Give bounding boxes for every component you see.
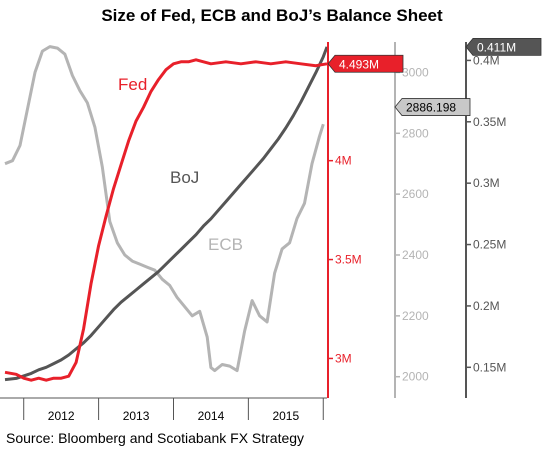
fed-value-badge <box>327 54 404 73</box>
x-tick-label: 2014 <box>198 409 225 423</box>
axis-tick-label-fed: 3M <box>335 351 352 365</box>
axis-tick-label-fed: 4M <box>335 154 352 168</box>
ecb-value-badge-text: 2886.198 <box>406 101 456 115</box>
x-tick-label: 2015 <box>272 409 299 423</box>
axis-tick-label-boj: 0.15M <box>473 360 506 374</box>
axis-tick-label-boj: 0.4M <box>473 53 500 67</box>
series-line-boj <box>4 46 329 382</box>
series-label-boj: BoJ <box>170 168 199 187</box>
axis-tick-label-boj: 0.2M <box>473 299 500 313</box>
axis-tick-label-boj: 0.25M <box>473 238 506 252</box>
series-line-fed <box>4 58 328 382</box>
fed-value-badge-text: 4.493M <box>339 57 379 71</box>
axis-tick-label-ecb: 2200 <box>402 309 429 323</box>
series-label-ecb: ECB <box>208 235 243 254</box>
series-label-fed: Fed <box>118 75 147 94</box>
boj-value-badge-text: 0.411M <box>477 40 516 54</box>
plot-area: 2012 2013 2014 2015 Fed ECB BoJ 3M 3.5M 4M 2000 220… <box>0 38 542 423</box>
axis-tick-label-fed: 3.5M <box>335 253 362 267</box>
axis-tick-label-ecb: 3000 <box>402 65 429 79</box>
series-line-ecb <box>4 45 325 373</box>
axis-tick-label-ecb: 2000 <box>402 370 429 384</box>
axis-tick-label-boj: 0.35M <box>473 115 506 129</box>
axis-tick-label-ecb: 2600 <box>402 187 429 201</box>
axis-tick-label-ecb: 2800 <box>402 126 429 140</box>
ecb-value-badge <box>394 98 471 116</box>
boj-value-badge <box>465 38 542 56</box>
x-tick-label: 2012 <box>48 409 75 423</box>
x-tick-label: 2013 <box>123 409 150 423</box>
chart-source: Source: Bloomberg and Scotiabank FX Stra… <box>6 430 304 446</box>
axis-tick-label-ecb: 2400 <box>402 248 429 262</box>
chart-title: Size of Fed, ECB and BoJ’s Balance Sheet <box>101 6 443 25</box>
axis-tick-label-boj: 0.3M <box>473 176 500 190</box>
